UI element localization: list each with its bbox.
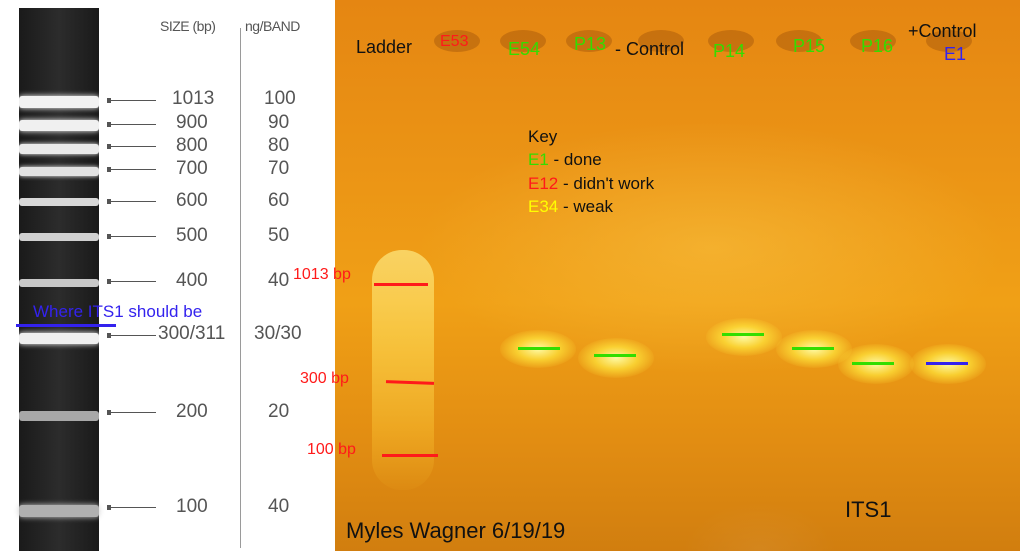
ng-band-header: ng/BAND	[245, 18, 300, 34]
ladder-band-100	[19, 505, 99, 517]
ladder-tick	[107, 167, 156, 172]
lane-label-e54: E54	[508, 39, 541, 59]
key-text-fail: - didn't work	[562, 174, 655, 193]
gel-well	[500, 30, 546, 52]
lane-label-pos-control: +Control	[908, 21, 977, 41]
lane-label-ladder: Ladder	[356, 37, 413, 57]
ladder-ng-label: 80	[268, 135, 290, 156]
band-p13	[578, 338, 654, 378]
ladder-ng-label: 40	[268, 270, 290, 291]
key-code-weak: E34	[528, 197, 559, 216]
ladder-smear	[372, 250, 434, 490]
gel-well	[638, 30, 684, 52]
ladder-size-label: 500	[176, 225, 208, 246]
ladder-size-label: 700	[176, 158, 208, 179]
lane-label-p16: P16	[861, 36, 894, 56]
ladder-band-400	[19, 279, 99, 287]
ladder-tick	[107, 234, 156, 239]
ladder-size-label: 900	[176, 112, 208, 133]
band-mark-p14	[722, 333, 764, 336]
ladder-size-label: 400	[176, 270, 208, 291]
ladder-lane	[19, 8, 99, 551]
marker-label-300: 300 bp	[300, 370, 349, 387]
gene-label: ITS1	[845, 497, 892, 522]
ladder-size-label: 200	[176, 401, 208, 422]
ladder-band-300	[19, 333, 99, 344]
marker-label-100: 100 bp	[307, 441, 356, 458]
ladder-band-700	[19, 167, 99, 176]
ladder-band-800	[19, 144, 99, 154]
gel-photo	[335, 0, 1020, 551]
ladder-ng-label: 70	[268, 158, 290, 179]
band-mark-p15	[792, 347, 834, 350]
ladder-ng-label: 60	[268, 190, 290, 211]
gel-well	[926, 30, 972, 52]
ladder-tick	[107, 410, 156, 415]
ladder-reference-image: SIZE (bp) ng/BAND 1013 900 800 700 600 5…	[0, 0, 335, 551]
ladder-ng-label: 20	[268, 401, 290, 422]
ladder-tick	[107, 279, 156, 284]
ladder-tick	[107, 333, 156, 338]
ladder-band-600	[19, 198, 99, 206]
lane-label-p14: P14	[713, 41, 746, 61]
column-divider	[240, 28, 241, 548]
ladder-size-label: 600	[176, 190, 208, 211]
ladder-ng-label: 40	[268, 496, 290, 517]
lane-label-e53: E53	[440, 33, 469, 50]
ladder-size-label: 300/311	[158, 323, 226, 344]
marker-line-100	[382, 454, 438, 457]
ladder-tick	[107, 98, 156, 103]
key-code-fail: E12	[528, 174, 559, 193]
ladder-ng-label: 90	[268, 112, 290, 133]
marker-label-1013: 1013 bp	[293, 266, 351, 283]
key-row-fail: E12 - didn't work	[528, 174, 654, 194]
gel-well	[566, 30, 612, 52]
band-p14	[706, 318, 782, 356]
gel-well	[850, 30, 896, 52]
marker-line-1013	[374, 283, 428, 286]
ladder-ng-label: 100	[264, 88, 296, 109]
lane-label-neg-control: - Control	[615, 39, 685, 59]
gel-well	[708, 30, 754, 52]
band-mark-p16	[852, 362, 894, 365]
key-title: Key	[528, 127, 558, 146]
key-row-done: E1 - done	[528, 150, 602, 170]
lane-label-e1: E1	[944, 44, 967, 64]
gel-well	[434, 30, 480, 52]
ladder-size-label: 100	[176, 496, 208, 517]
ladder-band-500	[19, 233, 99, 241]
ladder-tick	[107, 144, 156, 149]
ladder-band-900	[19, 120, 99, 131]
ladder-band-200	[19, 411, 99, 421]
band-mark-p13	[594, 354, 636, 357]
ladder-size-label: 1013	[172, 88, 215, 109]
ladder-size-label: 800	[176, 135, 208, 156]
ladder-ng-label: 30/30	[254, 323, 302, 344]
key-text-done: - done	[553, 150, 602, 169]
size-bp-header: SIZE (bp)	[160, 18, 216, 34]
ladder-tick	[107, 199, 156, 204]
key-text-weak: - weak	[562, 197, 614, 216]
ladder-tick	[107, 505, 156, 510]
ladder-tick	[107, 122, 156, 127]
band-mark-pos-control	[926, 362, 968, 365]
key-row-weak: E34 - weak	[528, 197, 613, 217]
band-mark-e54	[518, 347, 560, 350]
gel-well	[776, 30, 822, 52]
lane-label-p15: P15	[793, 36, 826, 56]
lane-label-p13: P13	[574, 34, 607, 54]
author-caption: Myles Wagner 6/19/19	[346, 518, 566, 543]
its1-annotation: Where ITS1 should be	[33, 302, 203, 321]
ladder-ng-label: 50	[268, 225, 290, 246]
key-code-done: E1	[528, 150, 549, 169]
ladder-band-1013	[19, 96, 99, 108]
its1-target-line	[16, 324, 116, 327]
